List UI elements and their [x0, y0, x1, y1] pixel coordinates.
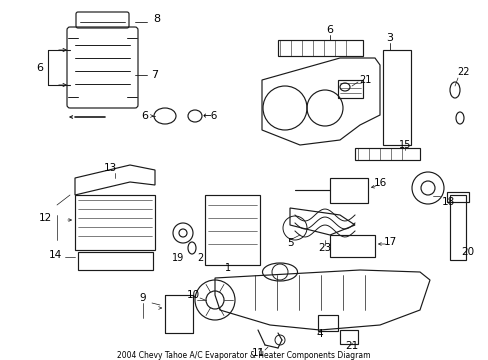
Bar: [337, 80, 362, 98]
Text: 12: 12: [38, 213, 52, 223]
Text: 18: 18: [441, 197, 454, 207]
Text: 8: 8: [153, 14, 160, 24]
Text: 23: 23: [318, 243, 331, 253]
Text: 6: 6: [37, 63, 43, 73]
Text: 3: 3: [386, 33, 393, 43]
Text: 10: 10: [186, 290, 199, 300]
Bar: [329, 235, 374, 257]
Text: 21: 21: [345, 341, 358, 351]
Text: 4: 4: [316, 329, 323, 339]
Text: 20: 20: [461, 247, 473, 257]
Text: 2: 2: [197, 253, 203, 263]
Text: 7: 7: [151, 70, 158, 80]
Bar: [446, 192, 468, 202]
Text: 2004 Chevy Tahoe A/C Evaporator & Heater Components Diagram: 2004 Chevy Tahoe A/C Evaporator & Heater…: [117, 351, 370, 360]
Text: 21: 21: [358, 75, 370, 85]
Bar: [317, 315, 337, 331]
Bar: [449, 195, 465, 260]
Text: 1: 1: [224, 263, 231, 273]
Bar: [382, 50, 410, 145]
Text: ←6: ←6: [202, 111, 217, 121]
Text: 15: 15: [398, 140, 410, 150]
Text: 6: 6: [141, 111, 148, 121]
Text: 9: 9: [140, 293, 146, 303]
Bar: [339, 330, 357, 344]
Text: 6: 6: [326, 25, 333, 35]
Bar: [164, 295, 193, 333]
Text: 16: 16: [373, 178, 386, 188]
Text: 22: 22: [456, 67, 468, 77]
Bar: [329, 178, 367, 203]
Text: 19: 19: [171, 253, 184, 263]
Bar: [75, 195, 155, 250]
Bar: [354, 148, 419, 160]
Text: 13: 13: [103, 163, 116, 173]
Bar: [78, 252, 153, 270]
Text: 17: 17: [383, 237, 396, 247]
Text: 5: 5: [286, 238, 293, 248]
Bar: [204, 195, 260, 265]
Text: 11: 11: [251, 348, 264, 358]
Bar: [278, 40, 362, 56]
Text: 14: 14: [48, 250, 61, 260]
